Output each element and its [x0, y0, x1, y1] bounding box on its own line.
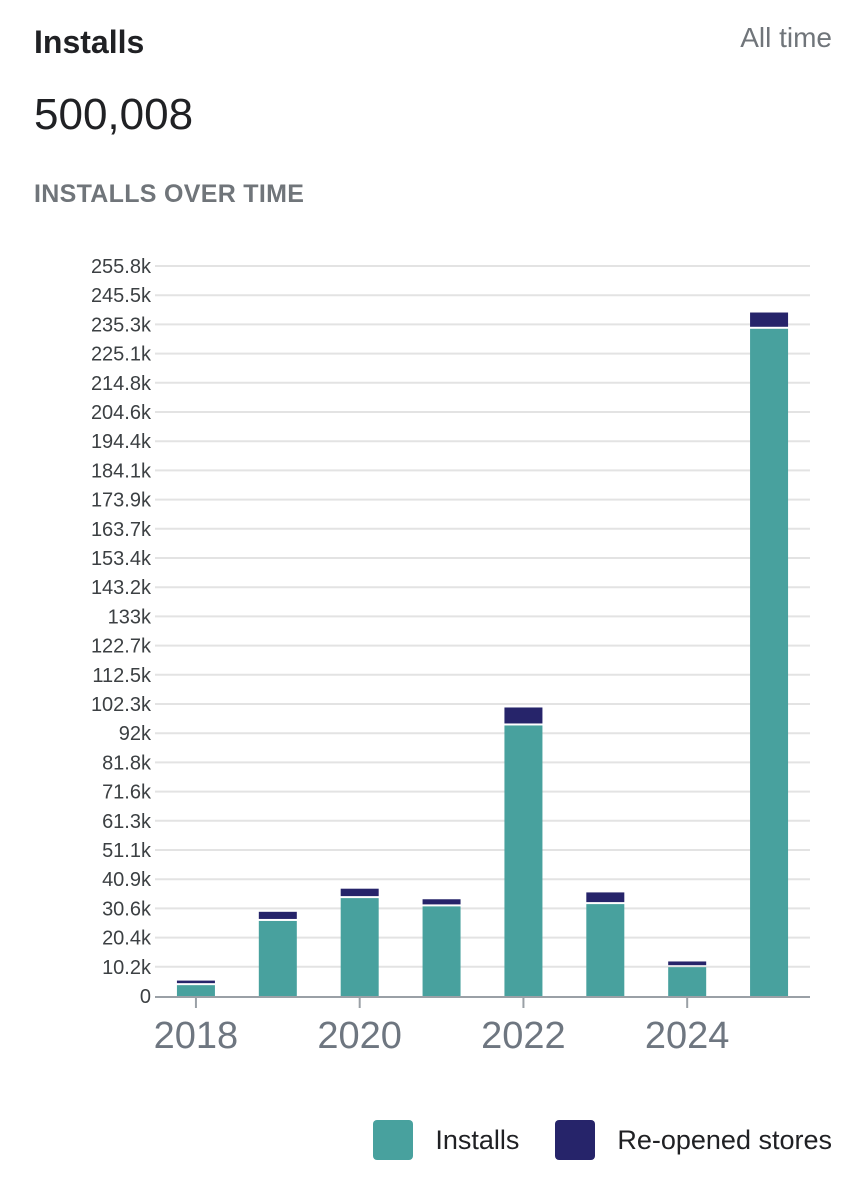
- y-tick-label: 173.9k: [91, 490, 152, 512]
- total-installs-value: 500,008: [34, 90, 194, 139]
- y-tick-label: 20.4k: [102, 928, 152, 950]
- bar-installs-2024[interactable]: [668, 967, 707, 996]
- x-tick-label: 2020: [317, 1015, 402, 1057]
- chart-title: INSTALLS OVER TIME: [34, 180, 305, 208]
- y-tick-label: 0: [140, 986, 151, 1008]
- bars: [176, 312, 789, 996]
- bar-reopened-stores-2025[interactable]: [750, 312, 789, 327]
- bar-reopened-stores-2024[interactable]: [668, 961, 707, 966]
- bar-reopened-stores-2018[interactable]: [176, 980, 215, 984]
- bar-reopened-stores-2021[interactable]: [422, 899, 461, 905]
- y-tick-label: 81.8k: [102, 752, 152, 774]
- bar-installs-2019[interactable]: [258, 920, 297, 996]
- y-tick-label: 153.4k: [91, 548, 152, 570]
- y-tick-label: 51.1k: [102, 840, 152, 862]
- bar-installs-2018[interactable]: [176, 985, 215, 996]
- bar-installs-2021[interactable]: [422, 906, 461, 996]
- legend-item-reopened-stores[interactable]: Re-opened stores: [555, 1120, 832, 1160]
- legend-swatch-reopened-stores: [555, 1120, 596, 1160]
- x-axis-ticks: 2018 2020 2022 2024: [154, 997, 730, 1057]
- y-tick-label: 255.8k: [91, 256, 152, 278]
- x-tick-label: 2024: [645, 1015, 730, 1057]
- y-tick-label: 122.7k: [91, 636, 152, 658]
- y-tick-label: 163.7k: [91, 519, 152, 541]
- y-tick-label: 235.3k: [91, 314, 152, 336]
- y-tick-label: 92k: [119, 723, 152, 745]
- y-tick-label: 245.5k: [91, 285, 152, 307]
- installs-bar-chart: 0 10.2k 20.4k 30.6k 40.9k 51.1k 61.3k 71.6k 81.8…: [91, 256, 810, 1057]
- bar-installs-2022[interactable]: [504, 725, 543, 996]
- y-tick-label: 112.5k: [92, 665, 152, 687]
- bar-reopened-stores-2022[interactable]: [504, 707, 543, 724]
- page-title: Installs: [34, 24, 145, 60]
- legend-item-installs[interactable]: Installs: [373, 1120, 519, 1160]
- y-tick-label: 71.6k: [102, 782, 152, 804]
- time-range-selector[interactable]: All time: [740, 22, 832, 53]
- legend-label-reopened-stores: Re-opened stores: [617, 1124, 832, 1155]
- y-axis-ticks: 0 10.2k 20.4k 30.6k 40.9k 51.1k 61.3k 71.6k 81.8…: [91, 256, 152, 1008]
- y-tick-label: 102.3k: [91, 694, 152, 716]
- legend-swatch-installs: [373, 1120, 414, 1160]
- grid-lines: [155, 265, 810, 968]
- chart-legend: Installs Re-opened stores: [351, 1120, 832, 1160]
- y-tick-label: 133k: [108, 606, 152, 628]
- y-tick-label: 194.4k: [91, 431, 152, 453]
- y-tick-label: 214.8k: [91, 373, 152, 395]
- y-tick-label: 143.2k: [91, 577, 152, 599]
- bar-installs-2020[interactable]: [340, 898, 379, 996]
- y-tick-label: 61.3k: [102, 811, 152, 833]
- x-tick-label: 2018: [154, 1015, 239, 1057]
- bar-installs-2025[interactable]: [750, 328, 789, 996]
- legend-label-installs: Installs: [435, 1124, 520, 1155]
- bar-installs-2023[interactable]: [586, 904, 625, 996]
- x-tick-label: 2022: [481, 1015, 566, 1057]
- y-tick-label: 30.6k: [102, 898, 152, 920]
- bar-reopened-stores-2023[interactable]: [586, 892, 625, 903]
- bar-reopened-stores-2019[interactable]: [258, 911, 297, 919]
- y-tick-label: 10.2k: [102, 957, 152, 979]
- y-tick-label: 184.1k: [91, 460, 152, 482]
- y-tick-label: 225.1k: [91, 344, 152, 366]
- bar-reopened-stores-2020[interactable]: [340, 888, 379, 897]
- y-tick-label: 204.6k: [91, 402, 152, 424]
- y-tick-label: 40.9k: [102, 869, 152, 891]
